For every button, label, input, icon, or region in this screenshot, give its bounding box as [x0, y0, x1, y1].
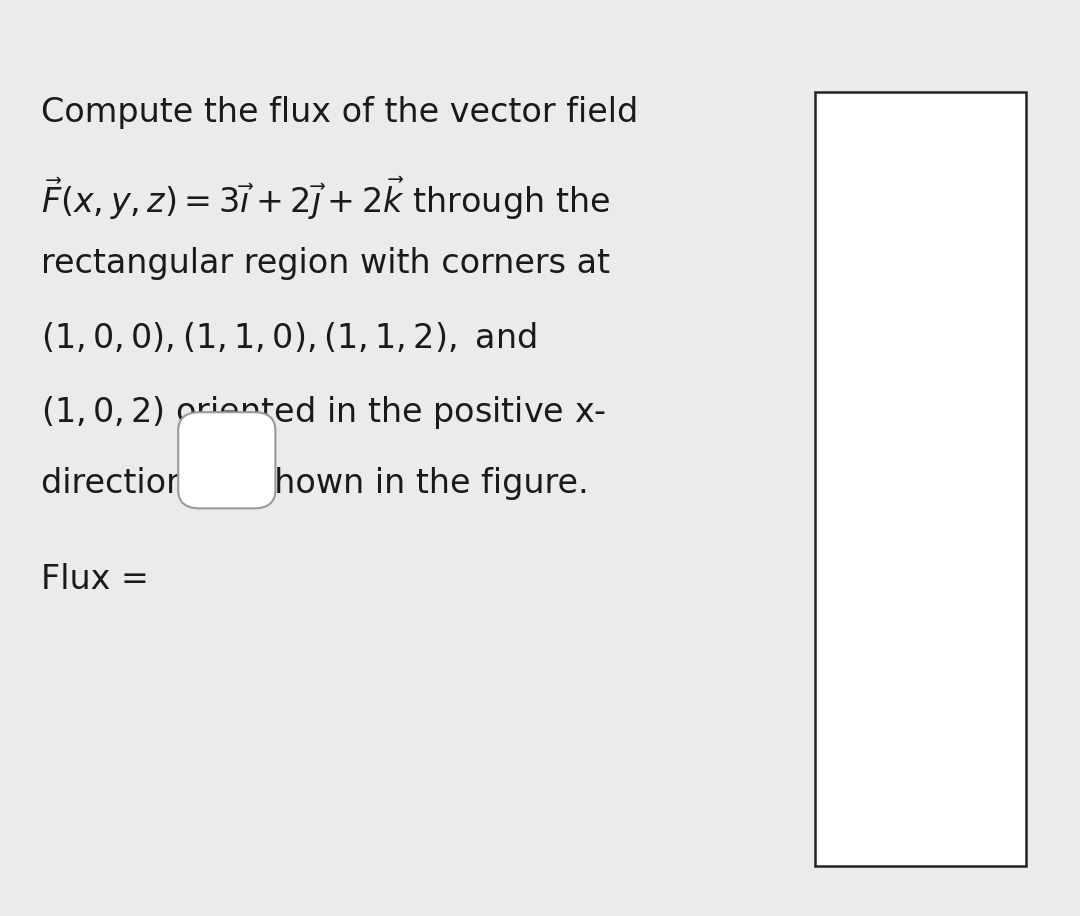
Text: $(1, 0, 2)$ oriented in the positive x-: $(1, 0, 2)$ oriented in the positive x- — [41, 394, 606, 431]
Text: direction, as shown in the figure.: direction, as shown in the figure. — [41, 467, 589, 500]
Text: Flux =: Flux = — [41, 563, 160, 596]
FancyBboxPatch shape — [815, 92, 1026, 866]
Text: Compute the flux of the vector field: Compute the flux of the vector field — [41, 96, 638, 129]
Text: rectangular region with corners at: rectangular region with corners at — [41, 247, 610, 280]
Text: $(1, 0, 0), (1, 1, 0), (1, 1, 2),$ and: $(1, 0, 0), (1, 1, 0), (1, 1, 2),$ and — [41, 321, 537, 354]
FancyBboxPatch shape — [178, 412, 275, 508]
Text: $\vec{F}(x, y, z) = 3\vec{\imath} + 2\vec{\jmath} + 2\vec{k}$ through the: $\vec{F}(x, y, z) = 3\vec{\imath} + 2\ve… — [41, 174, 610, 222]
